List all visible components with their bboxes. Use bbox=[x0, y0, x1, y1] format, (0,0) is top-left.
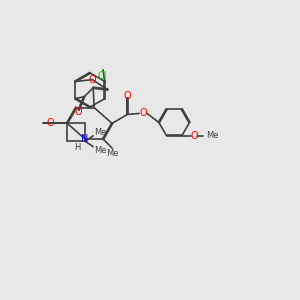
Text: Me: Me bbox=[106, 149, 118, 158]
Text: O: O bbox=[88, 75, 96, 85]
Text: N: N bbox=[81, 134, 89, 144]
Text: H: H bbox=[74, 143, 80, 152]
Text: Me: Me bbox=[94, 146, 106, 155]
Text: Me: Me bbox=[94, 128, 106, 137]
Text: O: O bbox=[75, 107, 82, 117]
Text: O: O bbox=[140, 109, 147, 118]
Text: O: O bbox=[124, 92, 131, 101]
Text: Cl: Cl bbox=[98, 71, 107, 81]
Text: O: O bbox=[190, 131, 198, 141]
Text: Me: Me bbox=[206, 131, 219, 140]
Text: O: O bbox=[46, 118, 54, 128]
